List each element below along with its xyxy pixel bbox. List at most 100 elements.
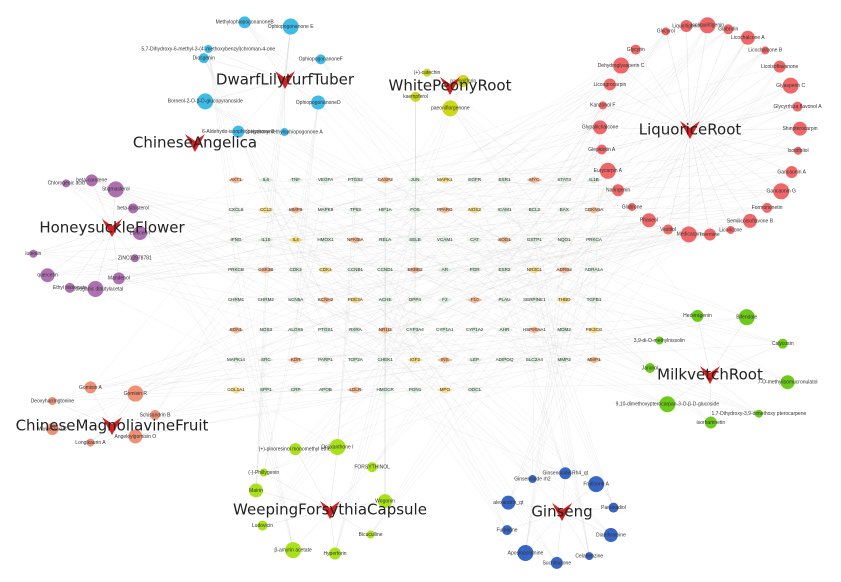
target-marker bbox=[526, 176, 543, 184]
edge bbox=[295, 269, 668, 405]
compound-label: Isotrifoliol bbox=[787, 148, 808, 154]
edge bbox=[648, 129, 691, 221]
target-marker bbox=[287, 266, 304, 274]
edge bbox=[295, 359, 416, 450]
edge bbox=[95, 288, 296, 391]
edge bbox=[47, 179, 445, 276]
edge bbox=[91, 180, 595, 301]
target-marker bbox=[407, 206, 423, 214]
herb-marker bbox=[552, 503, 572, 521]
edge bbox=[504, 149, 602, 181]
edge bbox=[689, 129, 792, 173]
compound-label: Liquiritigenin bbox=[672, 23, 700, 29]
edge bbox=[265, 340, 660, 361]
edge bbox=[111, 227, 120, 279]
edge bbox=[208, 48, 237, 241]
target-label: TP53 bbox=[350, 207, 361, 212]
edge bbox=[284, 26, 291, 81]
edge bbox=[325, 66, 780, 181]
compound-node bbox=[85, 174, 98, 187]
target-label: PPARG bbox=[437, 207, 453, 212]
edge bbox=[414, 96, 416, 331]
target-label: ADRB2 bbox=[557, 267, 573, 272]
compound-label: Isoliquiritigenin bbox=[691, 23, 724, 29]
target-label: ALOX5 bbox=[288, 327, 303, 332]
compound-label: 7-O-methylisomucronulatol bbox=[758, 380, 818, 386]
edge bbox=[504, 343, 783, 361]
edge bbox=[689, 129, 711, 235]
edge bbox=[525, 511, 563, 554]
target-label: LEP bbox=[470, 357, 479, 362]
edge bbox=[66, 183, 386, 301]
target-label: CRP bbox=[291, 387, 301, 392]
targets: AKT1 IL6 TNF VEGFA PTGS2 CASP3 JUN MAPK1 EGFR ESR… bbox=[227, 176, 604, 394]
target-label: IFNG bbox=[231, 237, 242, 242]
target-label: ADIPOQ bbox=[496, 357, 514, 362]
compound-label: Glycyrol bbox=[657, 29, 675, 35]
compound-label: Chlorogenic acid bbox=[48, 181, 85, 187]
target-marker bbox=[377, 236, 394, 244]
edge bbox=[134, 258, 266, 361]
edge bbox=[337, 209, 356, 448]
edge bbox=[355, 269, 557, 564]
edge bbox=[686, 25, 691, 131]
target-marker bbox=[317, 266, 334, 274]
compound-node bbox=[738, 309, 755, 326]
edge bbox=[355, 84, 610, 271]
edge bbox=[370, 239, 595, 535]
compound-node bbox=[501, 495, 516, 510]
target-label: CCL2 bbox=[260, 207, 272, 212]
edge bbox=[532, 359, 535, 480]
compound-label: Glycyrrhiza flavonol A bbox=[773, 104, 822, 110]
edge bbox=[132, 208, 237, 331]
compound-label: Panaxadiol bbox=[601, 505, 626, 511]
edge bbox=[617, 129, 691, 191]
edge bbox=[689, 129, 768, 208]
edge bbox=[504, 209, 651, 369]
edge bbox=[265, 179, 533, 480]
edge bbox=[90, 359, 535, 388]
edge bbox=[355, 190, 619, 391]
target-marker bbox=[466, 326, 483, 334]
compound-node bbox=[150, 410, 160, 420]
target-marker bbox=[496, 296, 513, 304]
target-label: MAPK14 bbox=[227, 357, 246, 362]
edge bbox=[667, 374, 711, 405]
edge bbox=[205, 101, 535, 331]
target-marker bbox=[526, 296, 543, 304]
compound-label: Inermine bbox=[700, 232, 720, 238]
compound-node bbox=[680, 226, 697, 243]
herb-marker bbox=[700, 366, 720, 384]
edge bbox=[47, 209, 445, 276]
compound-label: Fumarine bbox=[496, 527, 517, 533]
edge bbox=[265, 229, 731, 241]
target-marker bbox=[317, 326, 334, 334]
compound-label: Formononetin bbox=[752, 205, 783, 211]
herb-marker bbox=[440, 77, 460, 95]
edge bbox=[534, 25, 708, 271]
edge bbox=[370, 269, 595, 535]
compound-node bbox=[84, 381, 97, 394]
edge bbox=[238, 131, 326, 271]
target-label: IL6 bbox=[263, 177, 270, 182]
edge bbox=[115, 189, 416, 301]
compound-label: Medicarpin bbox=[677, 232, 702, 238]
compound-node bbox=[311, 95, 326, 110]
target-marker bbox=[496, 176, 513, 184]
edge bbox=[385, 50, 766, 331]
target-marker bbox=[347, 386, 364, 394]
target-label: IL1B bbox=[589, 177, 598, 182]
compound-node bbox=[127, 385, 144, 402]
target-label: RELA bbox=[379, 237, 392, 242]
edge bbox=[355, 329, 557, 564]
herb-label: WeepingForsythiaCapsule bbox=[233, 501, 427, 519]
target-marker bbox=[257, 326, 274, 334]
edge bbox=[154, 329, 565, 416]
edge bbox=[115, 189, 416, 331]
edge bbox=[385, 299, 508, 531]
edge bbox=[265, 209, 533, 480]
compound-label: Glyasperin C bbox=[776, 83, 805, 89]
edge bbox=[414, 85, 791, 391]
compound-label: Aposiopolamine bbox=[508, 550, 544, 556]
target-label: SLC2A4 bbox=[526, 357, 544, 362]
